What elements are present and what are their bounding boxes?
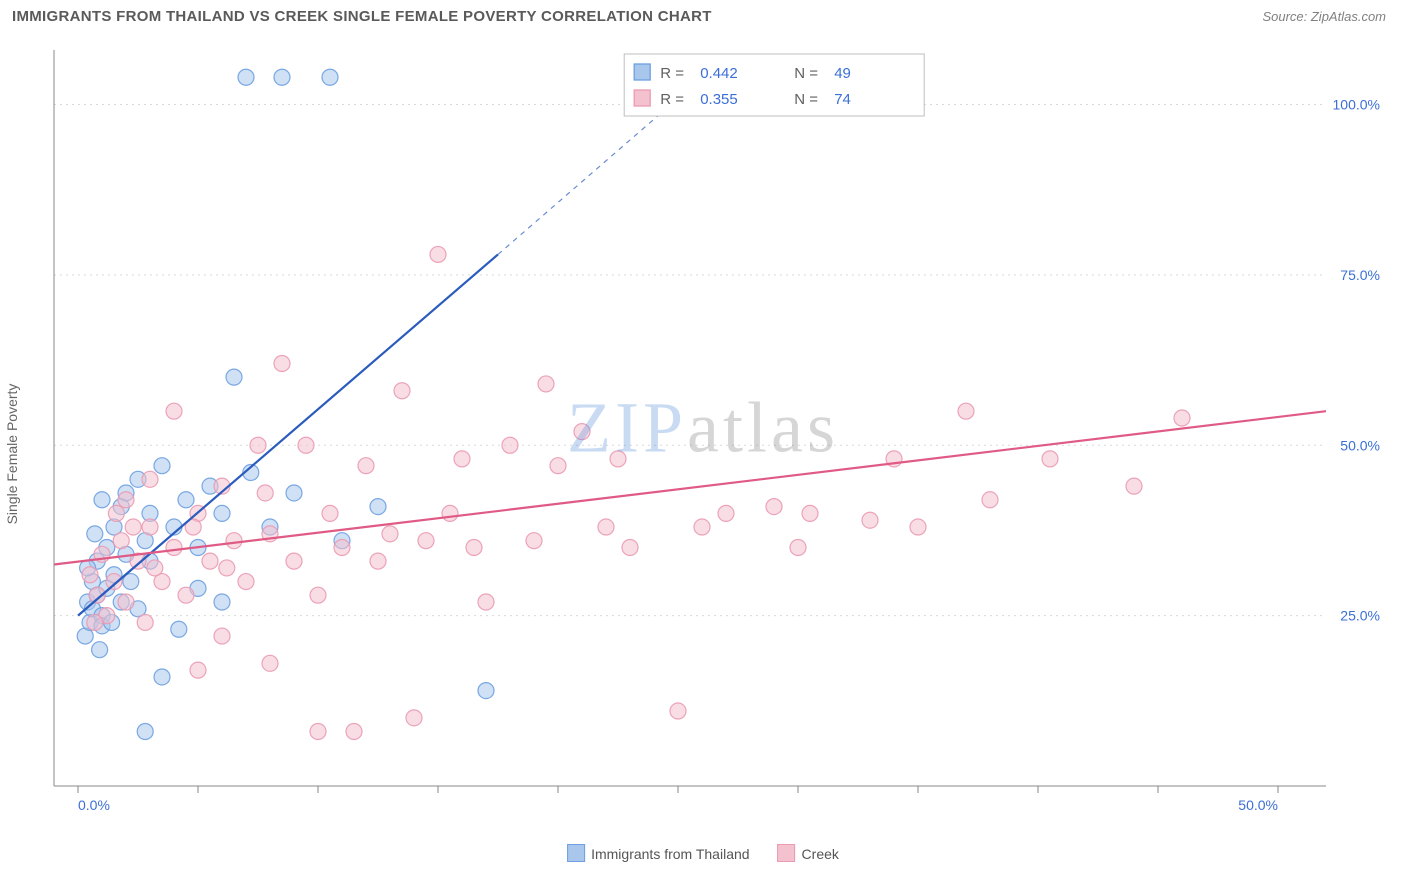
series-legend: Immigrants from Thailand Creek [567, 844, 839, 862]
chart-title: IMMIGRANTS FROM THAILAND VS CREEK SINGLE… [12, 8, 712, 25]
svg-text:R =: R = [660, 65, 684, 82]
legend-item-creek: Creek [778, 844, 839, 862]
chart-header: IMMIGRANTS FROM THAILAND VS CREEK SINGLE… [0, 0, 1406, 29]
svg-text:50.0%: 50.0% [1340, 437, 1380, 453]
svg-text:N =: N = [794, 91, 818, 108]
legend-label: Immigrants from Thailand [591, 846, 749, 862]
svg-text:0.442: 0.442 [700, 65, 738, 82]
svg-text:50.0%: 50.0% [1238, 797, 1278, 813]
svg-text:100.0%: 100.0% [1333, 97, 1380, 113]
svg-text:N =: N = [794, 65, 818, 82]
svg-text:0.0%: 0.0% [78, 797, 110, 813]
swatch-icon [778, 844, 796, 862]
source-attribution: Source: ZipAtlas.com [1262, 9, 1386, 24]
svg-text:75.0%: 75.0% [1340, 267, 1380, 283]
correlation-chart: 25.0% 50.0% 75.0% 100.0% 0.0% 50.0% R = 0.442… [48, 40, 1388, 820]
y-axis-label: Single Female Poverty [4, 384, 20, 525]
svg-text:74: 74 [834, 91, 851, 108]
svg-text:49: 49 [834, 65, 851, 82]
svg-text:25.0%: 25.0% [1340, 608, 1380, 624]
svg-text:R =: R = [660, 91, 684, 108]
swatch-icon [567, 844, 585, 862]
svg-text:0.355: 0.355 [700, 91, 738, 108]
legend-label: Creek [802, 846, 839, 862]
legend-item-thailand: Immigrants from Thailand [567, 844, 749, 862]
